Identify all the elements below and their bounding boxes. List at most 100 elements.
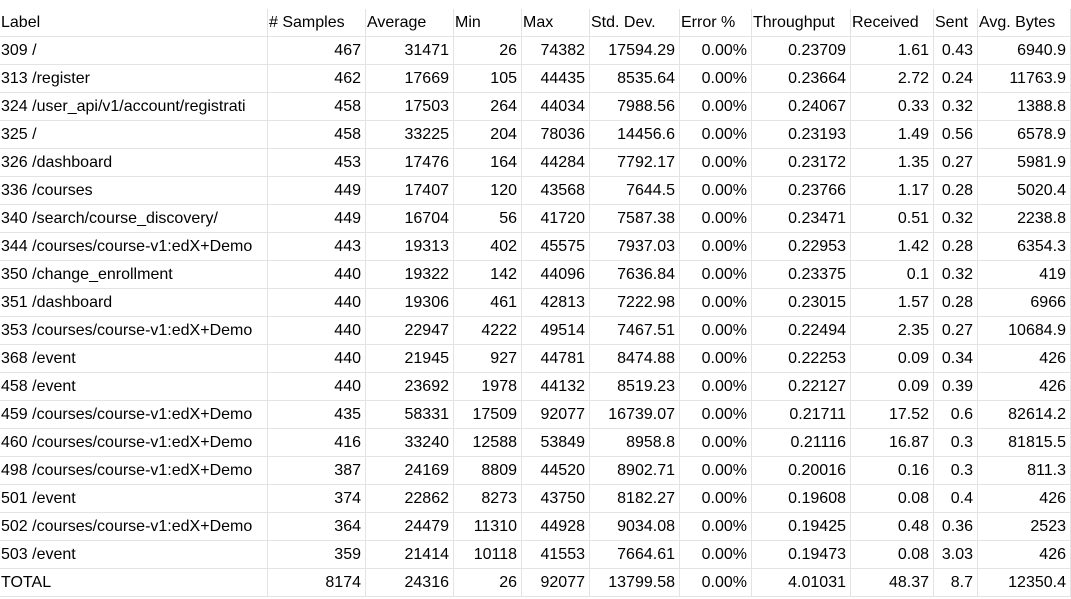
cell-min[interactable]: 11310 (454, 513, 522, 540)
cell-samples[interactable]: 453 (268, 149, 366, 176)
cell-avg-bytes[interactable]: 5020.4 (978, 177, 1071, 204)
cell-avg-bytes[interactable]: 6940.9 (978, 37, 1071, 64)
cell-samples[interactable]: 440 (268, 317, 366, 344)
cell-error-pct[interactable]: 0.00% (680, 429, 752, 456)
cell-std-dev[interactable]: 7937.03 (590, 233, 680, 260)
cell-throughput[interactable]: 0.23172 (752, 149, 851, 176)
cell-throughput[interactable]: 0.19425 (752, 513, 851, 540)
cell-throughput[interactable]: 0.23375 (752, 261, 851, 288)
cell-std-dev[interactable]: 14456.6 (590, 121, 680, 148)
cell-samples[interactable]: 359 (268, 541, 366, 568)
cell-max[interactable]: 44928 (522, 513, 590, 540)
cell-received[interactable]: 0.16 (851, 457, 934, 484)
cell-average[interactable]: 24316 (366, 569, 454, 596)
cell-min[interactable]: 264 (454, 93, 522, 120)
cell-received[interactable]: 2.35 (851, 317, 934, 344)
cell-max[interactable]: 44132 (522, 373, 590, 400)
cell-received[interactable]: 0.08 (851, 485, 934, 512)
cell-throughput[interactable]: 0.20016 (752, 457, 851, 484)
cell-avg-bytes[interactable]: 426 (978, 541, 1071, 568)
cell-average[interactable]: 21945 (366, 345, 454, 372)
cell-error-pct[interactable]: 0.00% (680, 233, 752, 260)
cell-sent[interactable]: 0.32 (934, 93, 978, 120)
cell-max[interactable]: 41720 (522, 205, 590, 232)
cell-received[interactable]: 0.33 (851, 93, 934, 120)
cell-average[interactable]: 19306 (366, 289, 454, 316)
cell-std-dev[interactable]: 13799.58 (590, 569, 680, 596)
cell-sent[interactable]: 0.32 (934, 205, 978, 232)
cell-label[interactable]: 503 /event (0, 541, 268, 568)
cell-label[interactable]: 353 /courses/course-v1:edX+Demo (0, 317, 268, 344)
cell-error-pct[interactable]: 0.00% (680, 541, 752, 568)
cell-sent[interactable]: 0.32 (934, 261, 978, 288)
cell-max[interactable]: 74382 (522, 37, 590, 64)
cell-received[interactable]: 0.09 (851, 373, 934, 400)
cell-sent[interactable]: 0.27 (934, 317, 978, 344)
cell-error-pct[interactable]: 0.00% (680, 93, 752, 120)
cell-average[interactable]: 19313 (366, 233, 454, 260)
cell-average[interactable]: 19322 (366, 261, 454, 288)
cell-max[interactable]: 43750 (522, 485, 590, 512)
cell-label[interactable]: 350 /change_enrollment (0, 261, 268, 288)
cell-throughput[interactable]: 0.21711 (752, 401, 851, 428)
cell-sent[interactable]: 8.7 (934, 569, 978, 596)
cell-label[interactable]: 502 /courses/course-v1:edX+Demo (0, 513, 268, 540)
cell-min[interactable]: 204 (454, 121, 522, 148)
cell-received[interactable]: 1.17 (851, 177, 934, 204)
cell-error-pct[interactable]: 0.00% (680, 37, 752, 64)
cell-avg-bytes[interactable]: 5981.9 (978, 149, 1071, 176)
cell-sent[interactable]: 0.56 (934, 121, 978, 148)
cell-sent[interactable]: 0.43 (934, 37, 978, 64)
cell-label[interactable]: 368 /event (0, 345, 268, 372)
header-cell-received[interactable]: Received (851, 9, 934, 36)
cell-average[interactable]: 24169 (366, 457, 454, 484)
cell-min[interactable]: 17509 (454, 401, 522, 428)
cell-samples[interactable]: 458 (268, 121, 366, 148)
cell-samples[interactable]: 8174 (268, 569, 366, 596)
cell-received[interactable]: 16.87 (851, 429, 934, 456)
cell-error-pct[interactable]: 0.00% (680, 149, 752, 176)
cell-sent[interactable]: 0.34 (934, 345, 978, 372)
cell-throughput[interactable]: 0.22953 (752, 233, 851, 260)
cell-std-dev[interactable]: 8535.64 (590, 65, 680, 92)
cell-average[interactable]: 58331 (366, 401, 454, 428)
cell-throughput[interactable]: 0.19473 (752, 541, 851, 568)
cell-avg-bytes[interactable]: 426 (978, 485, 1071, 512)
cell-max[interactable]: 43568 (522, 177, 590, 204)
cell-avg-bytes[interactable]: 426 (978, 373, 1071, 400)
cell-error-pct[interactable]: 0.00% (680, 485, 752, 512)
cell-samples[interactable]: 440 (268, 345, 366, 372)
cell-sent[interactable]: 0.39 (934, 373, 978, 400)
cell-throughput[interactable]: 0.24067 (752, 93, 851, 120)
cell-error-pct[interactable]: 0.00% (680, 289, 752, 316)
cell-error-pct[interactable]: 0.00% (680, 261, 752, 288)
cell-samples[interactable]: 416 (268, 429, 366, 456)
cell-max[interactable]: 49514 (522, 317, 590, 344)
cell-max[interactable]: 44096 (522, 261, 590, 288)
cell-avg-bytes[interactable]: 6578.9 (978, 121, 1071, 148)
cell-received[interactable]: 2.72 (851, 65, 934, 92)
cell-avg-bytes[interactable]: 81815.5 (978, 429, 1071, 456)
cell-received[interactable]: 1.49 (851, 121, 934, 148)
cell-avg-bytes[interactable]: 1388.8 (978, 93, 1071, 120)
cell-label[interactable]: 309 / (0, 37, 268, 64)
cell-max[interactable]: 78036 (522, 121, 590, 148)
cell-throughput[interactable]: 0.22127 (752, 373, 851, 400)
cell-min[interactable]: 1978 (454, 373, 522, 400)
cell-sent[interactable]: 0.27 (934, 149, 978, 176)
cell-std-dev[interactable]: 7664.61 (590, 541, 680, 568)
cell-std-dev[interactable]: 7467.51 (590, 317, 680, 344)
cell-std-dev[interactable]: 8182.27 (590, 485, 680, 512)
cell-error-pct[interactable]: 0.00% (680, 569, 752, 596)
cell-label[interactable]: 501 /event (0, 485, 268, 512)
cell-throughput[interactable]: 0.19608 (752, 485, 851, 512)
cell-received[interactable]: 0.1 (851, 261, 934, 288)
cell-samples[interactable]: 374 (268, 485, 366, 512)
cell-max[interactable]: 53849 (522, 429, 590, 456)
cell-label[interactable]: 460 /courses/course-v1:edX+Demo (0, 429, 268, 456)
cell-sent[interactable]: 0.28 (934, 289, 978, 316)
cell-sent[interactable]: 3.03 (934, 541, 978, 568)
cell-average[interactable]: 17476 (366, 149, 454, 176)
cell-max[interactable]: 92077 (522, 401, 590, 428)
cell-samples[interactable]: 462 (268, 65, 366, 92)
